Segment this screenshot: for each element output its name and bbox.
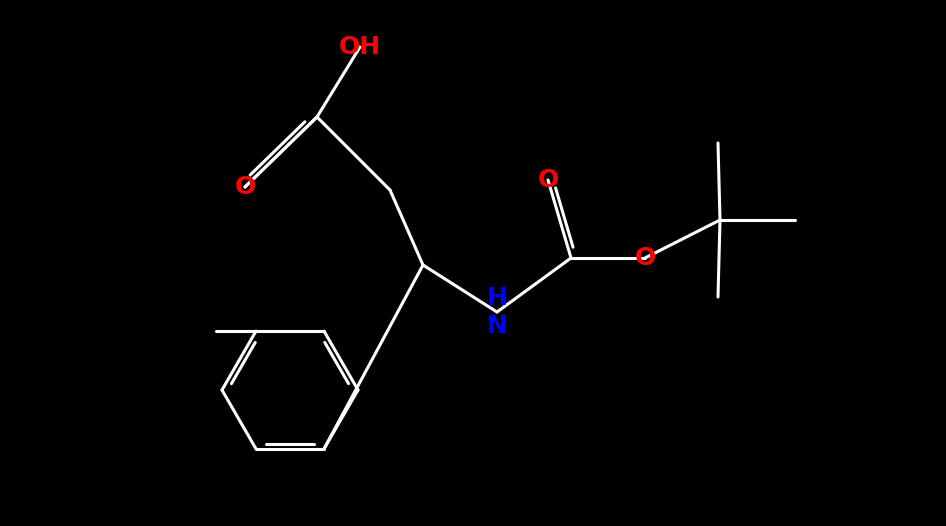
Text: O: O: [235, 175, 255, 199]
Text: H
N: H N: [486, 286, 507, 338]
Text: O: O: [635, 246, 656, 270]
Text: O: O: [537, 168, 559, 192]
Text: OH: OH: [339, 35, 381, 59]
